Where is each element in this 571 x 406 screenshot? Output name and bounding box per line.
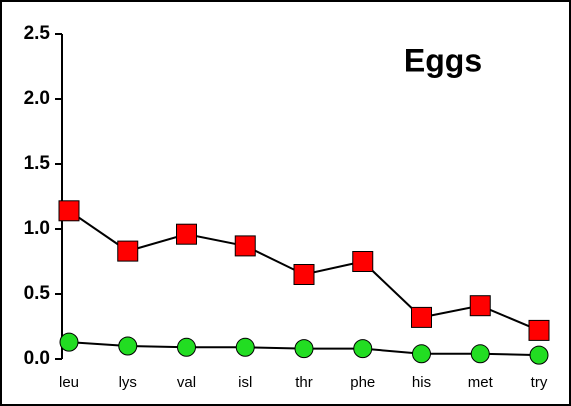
- x-tick-label: val: [177, 374, 196, 391]
- marker: [177, 337, 196, 357]
- marker: [117, 240, 139, 262]
- y-tick-label: 0.5: [24, 283, 51, 304]
- marker: [529, 345, 549, 365]
- marker: [352, 251, 374, 272]
- marker: [234, 235, 256, 257]
- marker: [176, 223, 197, 245]
- marker: [353, 339, 373, 359]
- x-tick-label: try: [531, 374, 548, 391]
- x-tick-label: met: [468, 374, 494, 391]
- y-tick-label: 1.5: [24, 153, 51, 174]
- x-tick-label: leu: [59, 374, 79, 391]
- y-tick-label: 2.5: [24, 23, 51, 44]
- y-tick-label: 2.0: [24, 88, 50, 109]
- marker: [294, 339, 314, 359]
- marker: [411, 306, 432, 328]
- x-tick-label: his: [412, 374, 431, 391]
- chart-title: Eggs: [404, 42, 482, 78]
- marker: [412, 344, 431, 364]
- y-tick-label: 0.0: [24, 348, 50, 369]
- y-tick-label: 1.0: [24, 218, 50, 239]
- x-tick-label: lys: [119, 374, 137, 391]
- marker: [59, 332, 79, 352]
- x-tick-label: isl: [238, 374, 252, 391]
- x-tick-label: phe: [350, 374, 375, 391]
- marker: [469, 295, 491, 317]
- marker: [58, 200, 80, 222]
- marker: [470, 344, 490, 364]
- marker: [235, 337, 255, 357]
- marker: [528, 319, 550, 341]
- x-tick-label: thr: [295, 374, 313, 391]
- marker: [118, 336, 138, 356]
- marker: [293, 264, 315, 285]
